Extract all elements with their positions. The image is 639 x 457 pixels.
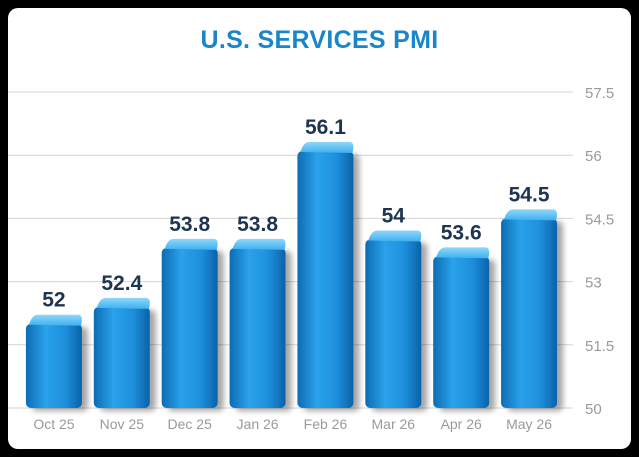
bar [25, 323, 82, 408]
bar [501, 218, 558, 408]
x-tick-label: Apr 26 [441, 416, 482, 432]
bar-top [96, 297, 150, 309]
data-label: 52 [42, 289, 65, 312]
bar-top [368, 230, 422, 242]
data-label: 54 [382, 204, 406, 227]
data-label: 53.8 [237, 213, 278, 236]
chart-frame: U.S. SERVICES PMI 50 51.5 53 54.5 56 57.5 52 Oc… [8, 8, 631, 449]
bar [365, 239, 422, 408]
bar [297, 150, 354, 408]
chart-title: U.S. SERVICES PMI [200, 26, 439, 54]
bar-top [300, 141, 354, 153]
bar-top [28, 314, 82, 326]
x-tick-label: May 26 [506, 416, 552, 432]
bar-top [164, 238, 218, 250]
bar [433, 256, 490, 408]
data-label: 53.8 [169, 213, 210, 236]
x-tick-label: Dec 25 [168, 416, 213, 432]
data-label: 53.6 [441, 221, 482, 244]
y-tick-label: 57.5 [585, 85, 614, 102]
y-tick-label: 50 [585, 401, 602, 418]
bar [161, 247, 218, 408]
x-tick-label: Feb 26 [304, 416, 348, 432]
y-tick-label: 51.5 [585, 338, 614, 355]
bar-top [232, 238, 286, 250]
y-tick-label: 53 [585, 275, 602, 292]
bar [93, 306, 150, 408]
bar-top [436, 247, 490, 259]
bar [229, 247, 286, 408]
x-tick-label: Nov 25 [100, 416, 145, 432]
y-tick-label: 54.5 [585, 211, 614, 228]
y-tick-label: 56 [585, 148, 602, 165]
data-label: 52.4 [101, 272, 142, 295]
x-tick-label: Oct 25 [33, 416, 74, 432]
bar-top [504, 209, 558, 221]
data-label: 56.1 [305, 116, 346, 139]
x-tick-label: Mar 26 [372, 416, 416, 432]
x-tick-label: Jan 26 [237, 416, 279, 432]
bar-chart: 50 51.5 53 54.5 56 57.5 52 Oct 25 52.4 Nov 25 53.8… [8, 85, 614, 432]
data-label: 54.5 [509, 183, 550, 206]
